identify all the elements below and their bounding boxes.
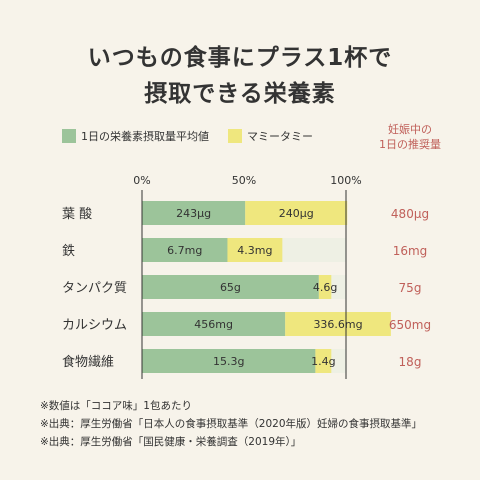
category-label: 食物繊維 [62,354,114,370]
legend-average: 1日の栄養素摂取量平均値 [62,128,209,144]
recommended-header-line-1: 妊娠中の [388,123,432,136]
category-label: カルシウム [62,318,127,333]
bar-product [318,275,332,299]
bar-average [142,201,246,225]
bar-average [142,275,319,299]
data-label-product: 336.6mg [313,318,362,331]
recommended-value: 18g [399,355,422,369]
data-label-average: 15.3g [213,355,244,368]
footnotes: ※数値は「ココア味」1包あたり ※出典：厚生労働省「日本人の食事摂取基準（202… [40,397,422,451]
recommended-value: 650mg [389,318,431,332]
data-label-product: 1.4g [311,355,335,368]
page-title-line-1: いつもの食事にプラス1杯で [87,45,393,71]
bar-average [142,312,286,336]
data-label-average: 65g [220,281,241,294]
bar-product [285,312,391,336]
stacked-bar-chart: 0% 50% 100% 葉 酸 243μg 240μg 480μg 鉄 6.7mg 4.3mg 16… [62,174,431,379]
tick-label: 50% [232,174,256,187]
legend-product-label: マミータミー [247,130,313,143]
category-label: 鉄 [62,244,75,259]
tick-label: 0% [133,174,150,187]
footnote-2: ※出典：厚生労働省「日本人の食事摂取基準（2020年版）妊婦の食事摂取基準」 [40,418,423,430]
legend-average-label: 1日の栄養素摂取量平均値 [81,130,209,143]
data-label-product: 4.3mg [237,244,272,257]
tick-label: 100% [330,174,361,187]
recommended-header: 妊娠中の 1日の推奨量 [372,122,448,152]
category-label: タンパク質 [62,281,127,296]
data-label-product: 240μg [279,207,314,220]
recommended-header-line-2: 1日の推奨量 [379,138,441,151]
footnote-3: ※出典：厚生労働省「国民健康・栄養調査（2019年）」 [40,436,302,448]
data-label-average: 6.7mg [167,244,202,257]
bar-average [142,349,316,373]
data-label-average: 243μg [176,207,211,220]
recommended-value: 480μg [391,207,429,221]
page-title-line-2: 摂取できる栄養素 [144,81,336,107]
legend-product: マミータミー [228,128,313,144]
legend-product-swatch [228,129,242,143]
footnote-1: ※数値は「ココア味」1包あたり [40,400,192,412]
recommended-value: 75g [399,281,422,295]
bar-product [245,201,348,225]
bar-product [227,238,283,262]
data-label-product: 4.6g [313,281,337,294]
category-label: 葉 酸 [62,207,92,222]
bar-average [142,238,228,262]
data-label-average: 456mg [194,318,233,331]
recommended-value: 16mg [393,244,428,258]
legend-average-swatch [62,129,76,143]
bar-product [315,349,332,373]
